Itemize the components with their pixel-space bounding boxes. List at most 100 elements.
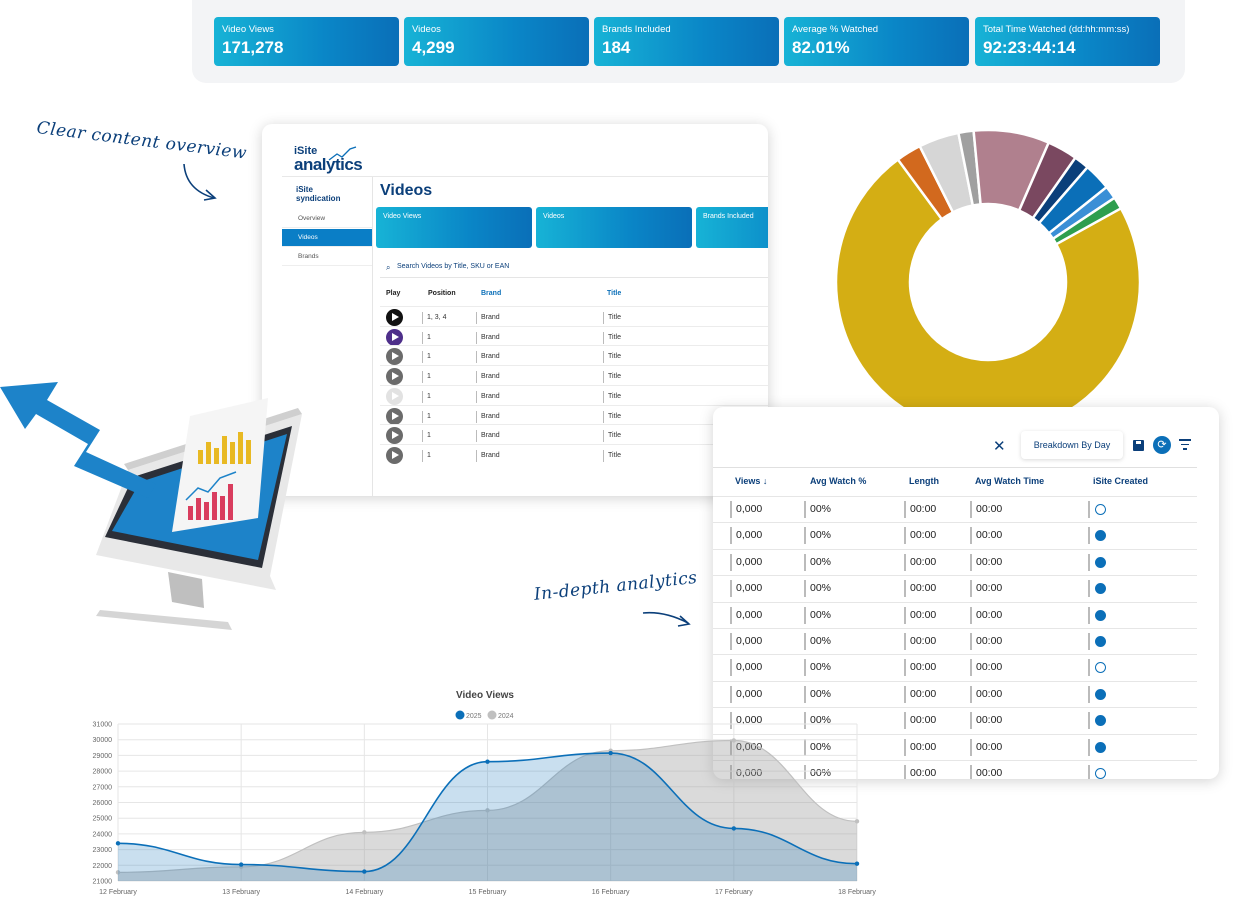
column-header-position: Position — [428, 290, 456, 297]
data-point[interactable] — [362, 869, 367, 874]
table-row[interactable]: 1 Brand Title — [380, 384, 768, 405]
isite-created-indicator[interactable] — [1095, 741, 1106, 753]
isite-created-indicator[interactable] — [1095, 768, 1106, 779]
data-point[interactable] — [485, 808, 490, 813]
sidebar-item-brands[interactable]: Brands — [282, 248, 372, 266]
table-row[interactable]: 0,000 00% 00:00 00:00 — [713, 760, 1197, 779]
title-cell: Title — [603, 449, 621, 462]
kpi-card-video-views: Video Views 171,278 — [214, 17, 399, 66]
table-row[interactable]: 1 Brand Title — [380, 404, 768, 425]
legend-swatch[interactable] — [455, 710, 465, 720]
data-point[interactable] — [362, 830, 367, 835]
table-row[interactable]: 0,000 00% 00:00 00:00 — [713, 707, 1197, 734]
column-header-title[interactable]: Title — [607, 290, 622, 297]
sidebar-item-videos[interactable]: Videos — [282, 229, 372, 247]
breakdown-by-day-button[interactable]: Breakdown By Day — [1021, 431, 1123, 459]
table-row[interactable]: 1, 3, 4 Brand Title — [380, 306, 768, 326]
table-row[interactable]: 0,000 00% 00:00 00:00 — [713, 496, 1197, 523]
filter-icon[interactable] — [1179, 439, 1191, 453]
divider — [380, 277, 768, 278]
isite-created-indicator[interactable] — [1095, 504, 1106, 515]
play-icon[interactable] — [386, 348, 403, 366]
column-header-brand[interactable]: Brand — [481, 290, 502, 297]
table-row[interactable]: 0,000 00% 00:00 00:00 — [713, 628, 1197, 655]
brand-cell: Brand — [476, 371, 500, 384]
divider — [1088, 606, 1090, 624]
column-header-avg-watch-time[interactable]: Avg Watch Time — [975, 476, 1045, 486]
table-row[interactable]: 0,000 00% 00:00 00:00 — [713, 522, 1197, 549]
column-header-avg-watch[interactable]: Avg Watch % — [810, 476, 867, 486]
table-row[interactable]: 0,000 00% 00:00 00:00 — [713, 601, 1197, 629]
title-cell: Title — [603, 410, 621, 423]
position-cell: 1 — [422, 390, 431, 403]
donut-slice[interactable] — [1051, 196, 1123, 246]
table-row[interactable]: 1 Brand Title — [380, 424, 768, 445]
isite-created-indicator[interactable] — [1095, 662, 1106, 674]
table-row[interactable]: 0,000 00% 00:00 00:00 — [713, 654, 1197, 681]
legend-label[interactable]: 2024 — [498, 713, 514, 720]
isite-created-indicator[interactable] — [1095, 636, 1106, 647]
position-cell: 1, 3, 4 — [422, 312, 446, 324]
data-point[interactable] — [608, 750, 613, 756]
table-row[interactable]: 1 Brand Title — [380, 345, 768, 366]
data-point[interactable] — [115, 870, 121, 875]
play-icon[interactable] — [386, 427, 403, 445]
isite-created-indicator[interactable] — [1095, 530, 1106, 542]
avg-watch-cell: 00% — [804, 633, 831, 650]
position-cell: 1 — [422, 351, 431, 364]
table-row[interactable]: 0,000 00% 00:00 00:00 — [713, 575, 1197, 602]
mini-card-brands: Brands Included — [696, 207, 768, 248]
kpi-label: Total Time Watched (dd:hh:mm:ss) — [983, 24, 1130, 35]
save-icon[interactable] — [1133, 440, 1144, 451]
close-icon[interactable]: ✕ — [993, 438, 1006, 455]
sidebar-item-overview[interactable]: Overview — [282, 210, 372, 228]
data-point[interactable] — [731, 738, 737, 743]
data-point[interactable] — [485, 759, 490, 764]
data-point[interactable] — [731, 826, 737, 831]
table-row[interactable]: 0,000 00% 00:00 00:00 — [713, 548, 1197, 576]
table-row[interactable]: 0,000 00% 00:00 00:00 — [713, 733, 1197, 761]
table-row[interactable]: 1 Brand Title — [380, 325, 768, 346]
table-row[interactable]: 1 Brand Title — [380, 443, 768, 464]
table-row[interactable]: 0,000 00% 00:00 00:00 — [713, 680, 1197, 708]
length-cell: 00:00 — [904, 712, 936, 730]
avg-watch-cell: 00% — [804, 659, 831, 677]
play-icon[interactable] — [386, 446, 403, 464]
title-cell: Title — [603, 351, 621, 364]
views-cell: 0,000 — [730, 553, 762, 571]
play-icon[interactable] — [386, 387, 403, 405]
isite-created-indicator[interactable] — [1095, 609, 1106, 621]
curved-arrow-icon — [183, 163, 217, 201]
kpi-value: 184 — [602, 38, 631, 57]
search-input[interactable]: Search Videos by Title, SKU or EAN — [397, 263, 510, 270]
x-tick-label: 16 February — [592, 889, 630, 896]
table-row[interactable]: 1 Brand Title — [380, 365, 768, 386]
isite-created-indicator[interactable] — [1095, 583, 1106, 595]
data-point[interactable] — [115, 841, 121, 846]
length-cell: 00:00 — [904, 738, 936, 756]
views-cell: 0,000 — [730, 527, 762, 545]
isite-created-indicator[interactable] — [1095, 556, 1106, 568]
avg-watch-time-cell: 00:00 — [970, 633, 1002, 650]
position-cell: 1 — [422, 430, 431, 443]
data-point[interactable] — [854, 819, 860, 824]
column-header-isite-created[interactable]: iSite Created — [1093, 476, 1149, 486]
play-icon[interactable] — [386, 328, 403, 346]
avg-watch-time-cell: 00:00 — [970, 659, 1002, 677]
avg-watch-time-cell: 00:00 — [970, 765, 1002, 779]
legend-label[interactable]: 2025 — [466, 713, 482, 720]
donut-slice[interactable] — [835, 157, 1142, 420]
y-tick-label: 29000 — [93, 753, 113, 760]
divider — [372, 177, 373, 496]
column-header-length[interactable]: Length — [909, 476, 939, 486]
isite-created-indicator[interactable] — [1095, 688, 1106, 700]
play-icon[interactable] — [386, 309, 403, 326]
column-header-views[interactable]: Views ↓ — [735, 476, 768, 486]
play-icon[interactable] — [386, 407, 403, 425]
legend-swatch[interactable] — [487, 710, 497, 720]
refresh-icon[interactable]: ⟳ — [1153, 436, 1171, 454]
data-point[interactable] — [854, 861, 860, 866]
isite-created-indicator[interactable] — [1095, 715, 1106, 727]
data-point[interactable] — [238, 862, 244, 867]
play-icon[interactable] — [386, 368, 403, 386]
